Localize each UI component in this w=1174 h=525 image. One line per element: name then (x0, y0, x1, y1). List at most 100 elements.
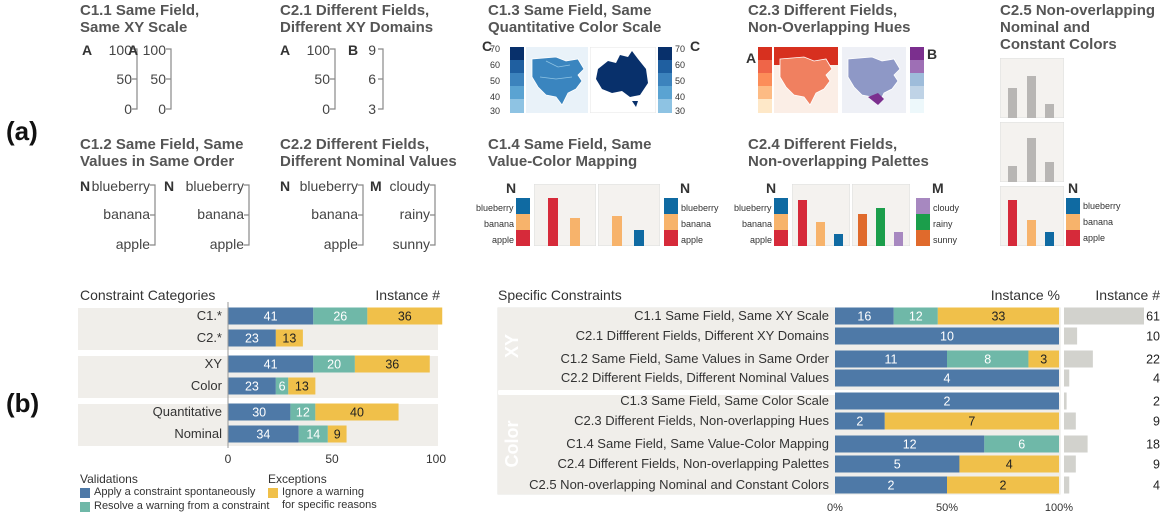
c22-axis-1-tick: apple (323, 236, 358, 252)
c13-tick: 60 (490, 60, 501, 70)
c24-letter-n: N (766, 180, 777, 196)
total-count-label: 4 (1153, 479, 1160, 493)
c12-title: C1.2 Same Field, Same Values in Same Orde… (80, 136, 244, 170)
c12-axis-1-line (150, 184, 156, 246)
bar-value-label: 3 (1040, 353, 1047, 367)
bar-segment (937, 307, 1059, 325)
constraint-label: C1.3 Same Field, Same Color Scale (620, 393, 829, 408)
bar-segment (884, 412, 1059, 430)
bar-value-label: 16 (857, 310, 871, 324)
bar-segment (315, 403, 399, 421)
c25-panel-2 (1000, 122, 1064, 182)
total-bar (1064, 392, 1067, 410)
legend-resolve: Resolve a warning from a constraint (94, 500, 270, 512)
bar-value-label: 5 (894, 458, 901, 472)
total-bar (1064, 350, 1093, 368)
x-tick-label: 100% (1044, 502, 1074, 514)
bar-value-label: 30 (252, 406, 266, 420)
c25-panel-3 (1000, 186, 1064, 246)
bar-segment (228, 377, 276, 395)
x-tick-label: 50% (935, 502, 959, 514)
bar-segment (327, 425, 347, 443)
bar-segment (835, 307, 894, 325)
c11-axis-1-line (132, 48, 138, 110)
c13-tick: 30 (675, 106, 686, 116)
legend-swatch-resolve (80, 502, 90, 512)
constraint-label: C2.1 Diffferent Fields, Different XY Dom… (575, 328, 829, 343)
total-count-label: 2 (1153, 395, 1160, 409)
c22-axis-1-tick: blueberry (299, 178, 358, 194)
bar-value-label: 40 (350, 406, 364, 420)
c14-panel-1 (534, 184, 596, 246)
group-label: Color (502, 421, 522, 468)
bar-value-label: 2 (856, 415, 863, 429)
c21-axis-2-tick: 3 (368, 101, 376, 117)
legend-validations-title: Validations (80, 472, 138, 486)
usa-map-red (774, 47, 838, 113)
c11-axis-1-tick: 100 (108, 42, 132, 58)
legend-blueberry: blueberry (1083, 201, 1121, 211)
bar-segment (959, 455, 1059, 473)
bar-value-label: 20 (327, 358, 341, 372)
bar-segment (354, 355, 430, 373)
c24-letter-m: M (932, 180, 944, 196)
legend-spontaneous: Apply a constraint spontaneously (94, 486, 256, 498)
x-tick-label: 0% (827, 502, 843, 514)
c23-scale-purple (910, 47, 924, 113)
c11-axis-2-tick: 50 (150, 71, 166, 87)
legend-swatch-ignore (268, 488, 278, 498)
bar-segment (835, 327, 1059, 345)
constraint-label: C1.1 Same Field, Same XY Scale (634, 308, 829, 323)
bar-value-label: 13 (282, 332, 296, 346)
specific-title: Specific Constraints (498, 287, 622, 303)
c23-scale-red (758, 47, 772, 113)
legend-apple: apple (1083, 233, 1106, 243)
c13-tick: 50 (490, 76, 501, 86)
bar-segment (835, 412, 885, 430)
bar-segment (893, 307, 938, 325)
c12-axis-1-tick: banana (103, 206, 150, 222)
bar-segment (947, 476, 1059, 494)
category-label: C1.* (196, 308, 222, 323)
c13-letter-left: C (482, 38, 493, 54)
c21-axis-1-tick: 100 (306, 42, 330, 58)
c21-axis-2-letter: B (348, 42, 359, 58)
c22-axis-2-line (430, 184, 436, 246)
specific-count-header: Instance # (1095, 287, 1160, 303)
c13-color-scale-right (658, 47, 672, 113)
legend-banana: banana (1083, 217, 1114, 227)
bar-segment (984, 435, 1059, 453)
legend-exceptions-title: Exceptions (268, 472, 327, 486)
bar-value-label: 13 (295, 380, 309, 394)
c11-axis-2-tick: 100 (142, 42, 166, 58)
c21-axis-2-tick: 9 (368, 42, 376, 58)
c21-axis-1-tick: 50 (314, 71, 330, 87)
c22-axis-1-letter: N (280, 178, 291, 194)
bar-segment (313, 355, 355, 373)
category-label: Nominal (174, 426, 222, 441)
c21-axis-1-tick: 0 (322, 101, 330, 117)
c24-panel-1 (792, 184, 850, 246)
total-bar (1064, 327, 1078, 345)
c24-panel-2 (852, 184, 910, 246)
total-count-label: 9 (1153, 458, 1160, 472)
categories-chart: 41 26 36 23 13 41 20 36 23 6 13 30 12 40 34 14 9 (78, 302, 443, 448)
c12-axis-1-tick: blueberry (91, 178, 150, 194)
bar-segment (835, 392, 1059, 410)
category-label: XY (204, 356, 222, 371)
bar-value-label: 4 (944, 372, 951, 386)
c13-tick: 70 (490, 44, 501, 54)
c13-tick: 40 (675, 92, 686, 102)
bar-value-label: 23 (245, 380, 259, 394)
c21-axis-2-line (378, 48, 384, 110)
total-bar (1064, 435, 1088, 453)
c22-axis-2-tick: cloudy (389, 178, 430, 194)
x-tick-label: 0 (224, 452, 232, 466)
c13-tick: 60 (675, 60, 686, 70)
bar-segment (228, 307, 314, 325)
c13-tick: 70 (675, 44, 686, 54)
total-bar (1064, 476, 1070, 494)
specific-percent-header: Instance % (990, 287, 1060, 303)
bar-segment (228, 425, 299, 443)
bar-segment (313, 307, 368, 325)
